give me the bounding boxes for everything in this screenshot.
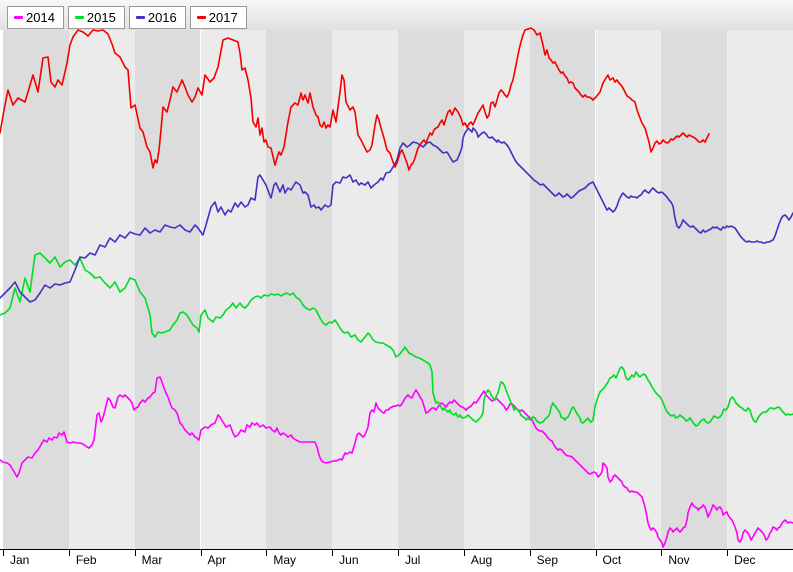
x-axis-tick — [398, 550, 399, 556]
x-axis-tick — [529, 550, 531, 556]
month-band-mar — [134, 30, 201, 549]
x-axis-label-feb: Feb — [75, 553, 97, 567]
legend-item-2017[interactable]: 2017 — [189, 6, 247, 29]
month-band-aug — [463, 30, 530, 549]
month-band-jun — [332, 30, 398, 549]
legend-label-2014: 2014 — [26, 10, 55, 25]
month-band-oct — [595, 30, 662, 549]
month-band-sep — [529, 30, 596, 549]
legend-label-2015: 2015 — [86, 10, 116, 25]
month-band-may — [266, 30, 333, 549]
month-band-jul — [398, 30, 464, 549]
x-axis-tick — [266, 550, 268, 556]
legend-item-2014[interactable]: 2014 — [7, 6, 64, 29]
legend-color-dash-2017 — [196, 16, 206, 19]
x-axis-tick — [200, 550, 202, 556]
month-band-nov — [661, 30, 728, 549]
x-axis-tick — [3, 550, 4, 556]
x-axis-label-sep: Sep — [536, 553, 559, 567]
x-axis-label-aug: Aug — [470, 553, 493, 567]
legend-color-dash-2015 — [74, 16, 84, 19]
month-band-jan — [3, 30, 69, 549]
legend-label-2016: 2016 — [147, 10, 177, 25]
legend: 2014 2015 2016 2017 — [7, 6, 247, 29]
month-band-apr — [200, 30, 267, 549]
x-axis-label-nov: Nov — [668, 553, 690, 567]
legend-item-2015[interactable]: 2015 — [67, 6, 125, 29]
x-axis-tick — [134, 550, 136, 556]
legend-item-2016[interactable]: 2016 — [128, 6, 186, 29]
x-axis-label-apr: Apr — [207, 553, 227, 567]
month-band-feb — [68, 30, 135, 549]
x-axis-label-jun: Jun — [339, 553, 359, 567]
x-axis-label-jan: Jan — [10, 553, 30, 567]
x-axis-line — [0, 549, 793, 550]
x-axis-tick — [463, 550, 465, 556]
legend-label-2017: 2017 — [208, 10, 238, 25]
x-axis-tick — [68, 550, 70, 556]
x-axis-tick — [332, 550, 334, 556]
legend-color-dash-2016 — [135, 16, 145, 19]
legend-color-dash-2014 — [14, 16, 23, 19]
x-axis-label-oct: Oct — [602, 553, 622, 567]
x-axis-label-dec: Dec — [734, 553, 756, 567]
month-band-dec — [727, 30, 793, 549]
x-axis-label-may: May — [273, 553, 296, 567]
x-axis-tick — [661, 550, 663, 556]
x-axis-tick — [595, 550, 597, 556]
x-axis-tick — [727, 550, 729, 556]
x-axis-label-mar: Mar — [141, 553, 163, 567]
x-axis-label-jul: Jul — [405, 553, 421, 567]
